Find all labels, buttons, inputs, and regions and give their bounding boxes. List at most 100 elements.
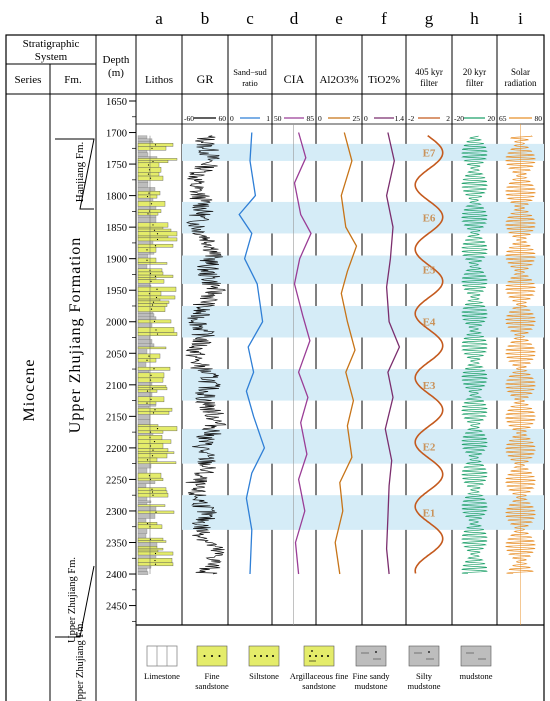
tio2-header: TiO2% <box>368 74 400 86</box>
strat-system-line2: System <box>35 51 68 63</box>
column-scales: -60 60 0 1 50 85 0 25 0 1.4 -2 2 -20 20 65 80 <box>136 114 544 125</box>
panel-letters: a b c d e f g h i <box>155 9 523 28</box>
litho-grain-dot <box>151 304 154 306</box>
litho-mud-layer <box>137 348 148 355</box>
legend-label-line: Silty <box>416 671 433 681</box>
litho-sand-layer <box>137 298 161 302</box>
legend-swatch-dot <box>266 655 268 657</box>
litho-mud-layer <box>137 361 147 368</box>
litho-grain-dot <box>148 355 150 357</box>
depth-header-line1: Depth <box>103 54 130 66</box>
litho-mud-layer <box>137 370 150 373</box>
litho-grain-dot <box>150 308 153 310</box>
f20-scale-max: 20 <box>488 114 496 123</box>
solar-scale-min: 65 <box>499 114 507 123</box>
sand-mud-header-line1: Sand−sud <box>233 67 267 77</box>
litho-grain-dot <box>153 229 156 231</box>
litho-sand-layer <box>137 277 157 280</box>
gr-log <box>185 135 227 575</box>
litho-sand-layer <box>137 461 177 464</box>
litho-mud-layer <box>137 480 156 484</box>
cia-curve <box>293 132 312 575</box>
litho-mud-layer <box>137 135 148 139</box>
legend-swatch-dot <box>254 655 256 657</box>
solar-header-line1: Solar <box>511 67 530 77</box>
legend-swatch-mudstone <box>460 645 492 667</box>
litho-grain-dot <box>155 511 157 513</box>
litho-mud-layer <box>137 554 157 559</box>
litho-grain-dot <box>152 449 154 451</box>
legend-label-line: mudstone <box>407 681 440 691</box>
litho-grain-dot <box>154 409 156 411</box>
legend-label-limestone: Limestone <box>144 671 180 681</box>
legend-swatch-dot <box>321 655 323 657</box>
f405-scale-max: 2 <box>446 114 450 123</box>
gr-scale-max: 60 <box>219 114 227 123</box>
solar-header-line2: radiation <box>505 78 537 88</box>
tio2-scale-min: 0 <box>364 114 368 123</box>
legend-label-argsand: Argillaceous fine sandstone <box>290 671 349 691</box>
solar-scale-max: 80 <box>535 114 543 123</box>
cycle-label-E7: E7 <box>423 147 436 159</box>
legend-swatch-dot <box>375 651 377 653</box>
depth-label: 1650 <box>106 97 127 108</box>
litho-mud-layer <box>137 254 149 259</box>
litho-mud-layer <box>137 252 155 255</box>
cycle-band-E4 <box>182 305 544 338</box>
litho-mud-layer <box>137 513 156 519</box>
litho-grain-dot <box>154 552 157 555</box>
depth-axis: 1650 1700 1750 1800 1850 1900 1950 2000 2050 2100… <box>106 97 136 622</box>
depth-label: 2400 <box>106 570 127 581</box>
f405-scale-min: -2 <box>408 114 414 123</box>
legend-label-line: Argillaceous fine <box>290 671 349 681</box>
fm-header: Fm. <box>64 74 82 86</box>
proxy-curves <box>238 124 536 625</box>
litho-grain-dot <box>147 213 149 215</box>
litho-sand-layer <box>137 540 167 543</box>
depth-label: 2050 <box>106 349 127 360</box>
litho-mud-layer <box>137 316 157 321</box>
filter20-header-line2: filter <box>466 78 484 88</box>
legend-swatch-dot <box>315 655 317 657</box>
legend-label-sandymud: Fine sandy mudstone <box>352 671 390 691</box>
litho-mud-layer <box>137 542 158 547</box>
filter20-header-line1: 20 kyr <box>463 67 486 77</box>
panel-letter-g: g <box>425 9 434 28</box>
legend-item-finesand: Fine sandstone <box>195 645 229 691</box>
litho-mud-layer <box>137 502 148 505</box>
legend-label-line: Fine sandy <box>352 671 390 681</box>
litho-sand-layer <box>137 346 167 350</box>
depth-label: 2150 <box>106 412 127 423</box>
member-top-name: Hanjiang Fm. <box>74 142 86 203</box>
legend-item-limestone: Limestone <box>144 645 180 681</box>
litho-grain-dot <box>151 387 154 390</box>
litho-mud-layer <box>137 197 154 202</box>
litho-mud-layer <box>137 565 152 569</box>
litho-mud-layer <box>137 187 156 192</box>
cycle-label-E5: E5 <box>423 265 436 277</box>
depth-header-line2: (m) <box>108 67 124 79</box>
tio2-scale-max: 1.4 <box>395 114 405 123</box>
legend-label-line: sandstone <box>195 681 229 691</box>
lithology-column <box>137 135 178 575</box>
litho-mud-layer <box>137 217 157 223</box>
strat-columns: Miocene Upper Zhujiang Formation Hanjian… <box>21 138 95 701</box>
litho-grain-dot <box>153 368 155 370</box>
legend-label-finesand: Fine sandstone <box>195 671 229 691</box>
legend-item-mudstone: mudstone <box>459 645 493 681</box>
depth-label: 1900 <box>106 255 127 266</box>
panel-letter-a: a <box>155 9 163 28</box>
formation-name: Upper Zhujiang Formation <box>67 237 84 433</box>
litho-mud-layer <box>137 182 149 188</box>
litho-grain-dot <box>150 203 153 205</box>
depth-label: 2450 <box>106 602 127 613</box>
litho-grain-dot <box>147 164 150 166</box>
litho-mud-layer <box>137 518 147 523</box>
member-top-boundary <box>55 138 95 210</box>
litho-mud-layer <box>137 433 154 436</box>
litho-mud-layer <box>137 206 157 210</box>
litho-mud-layer <box>137 496 148 502</box>
depth-label: 2000 <box>106 318 127 329</box>
panel-letter-d: d <box>290 9 299 28</box>
litho-grain-dot <box>156 288 158 290</box>
